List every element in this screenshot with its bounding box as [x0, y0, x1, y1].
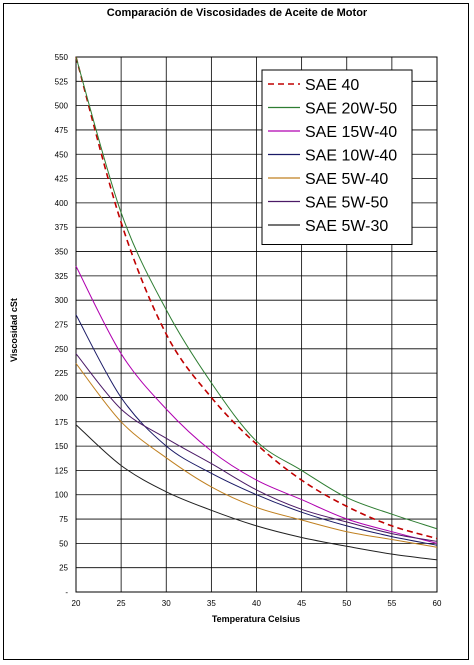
y-tick-label: 325 [55, 272, 69, 281]
legend-box [261, 69, 413, 245]
y-tick-label: 150 [55, 442, 69, 451]
y-tick-label: 375 [55, 223, 69, 232]
x-tick-label: 20 [72, 599, 81, 608]
legend-label: SAE 10W-40 [305, 148, 397, 165]
y-tick-label: 100 [55, 491, 69, 500]
y-tick-label: 75 [59, 515, 68, 524]
x-tick-label: 55 [387, 599, 396, 608]
legend-label: SAE 5W-30 [305, 218, 388, 235]
x-tick-label: 35 [207, 599, 216, 608]
y-tick-label: 25 [59, 564, 68, 573]
legend-label: SAE 40 [305, 77, 359, 94]
y-tick-label: 450 [55, 150, 69, 159]
y-tick-label: 200 [55, 393, 69, 402]
series-line-sae-15w-40 [75, 265, 438, 544]
legend-label: SAE 5W-40 [305, 171, 388, 188]
y-tick-label: 350 [55, 248, 69, 257]
series-line-sae-5w-30 [75, 424, 438, 561]
x-tick-label: 50 [342, 599, 351, 608]
y-tick-label: 175 [55, 418, 69, 427]
y-tick-label: 500 [55, 102, 69, 111]
y-tick-label: 125 [55, 466, 69, 475]
series-lines [75, 56, 438, 561]
x-tick-label: 25 [117, 599, 126, 608]
chart-frame [3, 3, 469, 660]
y-tick-label: 50 [59, 539, 68, 548]
plot-border [75, 56, 438, 593]
y-tick-label: 225 [55, 369, 69, 378]
x-tick-label: 60 [433, 599, 442, 608]
y-tick-label: 425 [55, 175, 69, 184]
y-tick-label: 550 [55, 53, 69, 62]
x-tick-label: 45 [297, 599, 306, 608]
y-tick-label: 275 [55, 321, 69, 330]
x-tick-label: 40 [252, 599, 261, 608]
y-tick-label: 525 [55, 77, 69, 86]
legend-label: SAE 15W-40 [305, 124, 397, 141]
series-line-sae-10w-40 [75, 314, 438, 546]
grid [75, 56, 438, 593]
axes: - 25 50 75 100 125 150 175 200 225 250 275 300 325 350… [55, 53, 442, 608]
series-line-sae-5w-40 [75, 363, 438, 548]
y-tick-label: 400 [55, 199, 69, 208]
y-tick-label: 250 [55, 345, 69, 354]
x-tick-label: 30 [162, 599, 171, 608]
y-tick-label: 300 [55, 296, 69, 305]
y-tick-label: 475 [55, 126, 69, 135]
series-line-sae-40 [75, 56, 438, 540]
chart-title: Comparación de Viscosidades de Aceite de… [106, 7, 368, 19]
legend-label: SAE 5W-50 [305, 195, 388, 212]
legend-label: SAE 20W-50 [305, 101, 397, 118]
series-line-sae-20w-50 [75, 56, 438, 530]
series-line-sae-5w-50 [75, 353, 438, 542]
y-tick-label: - [65, 588, 68, 597]
legend: SAE 40 SAE 20W-50 SAE 15W-40 SAE 10W-40 SAE … [261, 69, 413, 245]
x-axis-label: Temperatura Celsius [211, 614, 301, 624]
